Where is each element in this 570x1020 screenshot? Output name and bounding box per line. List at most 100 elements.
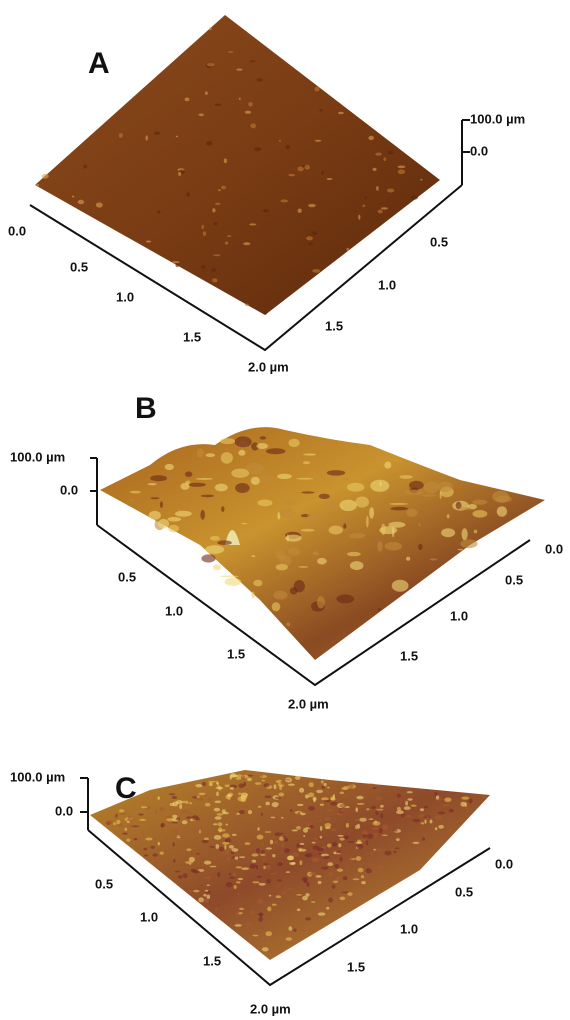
texture-spot (208, 797, 212, 800)
texture-spot (266, 448, 286, 454)
texture-spot (313, 838, 319, 840)
texture-spot (435, 816, 443, 820)
texture-spot (252, 592, 255, 599)
texture-spot (175, 871, 181, 873)
texture-spot (176, 818, 180, 821)
texture-spot (348, 841, 355, 843)
texture-spot (342, 892, 349, 894)
texture-spot (158, 842, 160, 846)
texture-spot (274, 840, 278, 845)
texture-spot (303, 835, 305, 837)
texture-spot (373, 787, 377, 789)
texture-spot (215, 908, 217, 911)
texture-spot (281, 844, 284, 848)
texture-spot (176, 136, 178, 138)
texture-spot (313, 798, 315, 803)
texture-spot (325, 823, 332, 828)
x-tick-label: 1.0 (165, 603, 183, 618)
texture-spot (406, 557, 410, 561)
texture-spot (297, 909, 301, 912)
texture-spot (328, 898, 333, 903)
texture-spot (266, 847, 272, 849)
texture-spot (191, 869, 197, 872)
texture-spot (359, 818, 366, 822)
texture-spot (225, 578, 242, 586)
texture-spot (164, 837, 170, 839)
texture-spot (282, 916, 289, 919)
texture-spot (396, 838, 400, 841)
texture-spot (406, 509, 417, 518)
texture-spot (197, 826, 202, 830)
texture-spot (310, 872, 317, 876)
texture-spot (189, 890, 194, 892)
texture-spot (286, 622, 290, 626)
texture-spot (190, 812, 193, 815)
texture-spot (159, 807, 164, 812)
texture-spot (261, 850, 265, 853)
texture-spot (301, 529, 315, 532)
panel-label: A (88, 47, 110, 80)
texture-spot (196, 853, 200, 855)
texture-spot (420, 179, 422, 181)
texture-spot (175, 511, 192, 517)
texture-spot (355, 842, 362, 844)
texture-spot (243, 242, 250, 245)
texture-spot (119, 809, 124, 812)
texture-spot (355, 497, 369, 508)
texture-spot (170, 803, 175, 806)
texture-spot (203, 894, 206, 897)
y-tick-label: 1.5 (400, 648, 418, 663)
texture-spot (378, 210, 383, 214)
texture-spot (229, 876, 236, 879)
texture-spot (220, 438, 235, 444)
texture-spot (213, 564, 221, 570)
texture-spot (258, 913, 264, 916)
texture-spot (257, 827, 259, 831)
texture-spot (241, 775, 245, 779)
texture-spot (238, 878, 244, 880)
texture-spot (272, 802, 279, 807)
texture-spot (312, 857, 320, 862)
texture-spot (217, 813, 223, 816)
x-tick-label: 1.0 (116, 289, 134, 304)
texture-spot (460, 539, 477, 548)
texture-spot (378, 608, 381, 611)
texture-spot (270, 840, 273, 845)
texture-spot (306, 882, 309, 887)
texture-spot (205, 803, 211, 807)
texture-spot (185, 861, 193, 864)
z-tick-label: 100.0 µm (10, 449, 65, 464)
texture-spot (382, 835, 388, 837)
z-tick-label: 0.0 (60, 482, 78, 497)
texture-spot (339, 838, 344, 841)
texture-spot (189, 483, 206, 487)
texture-spot (320, 804, 324, 806)
texture-spot (347, 483, 365, 492)
texture-spot (235, 483, 250, 493)
texture-spot (307, 513, 320, 522)
texture-spot (200, 510, 205, 520)
texture-spot (225, 785, 231, 788)
texture-spot (207, 63, 215, 66)
texture-spot (379, 828, 383, 833)
texture-spot (180, 483, 189, 490)
texture-spot (222, 842, 230, 845)
texture-spot (320, 826, 322, 831)
texture-spot (213, 254, 220, 256)
texture-spot (458, 549, 464, 551)
x-tick-label: 2.0 µm (250, 1001, 291, 1016)
texture-spot (292, 852, 299, 856)
texture-spot (296, 894, 302, 896)
texture-spot (338, 843, 341, 847)
texture-spot (78, 200, 85, 204)
texture-spot (280, 199, 288, 202)
texture-spot (154, 132, 160, 135)
texture-spot (213, 222, 217, 225)
texture-spot (202, 840, 209, 843)
texture-spot (209, 27, 212, 30)
texture-spot (146, 240, 151, 242)
texture-spot (145, 838, 153, 841)
texture-spot (226, 554, 237, 556)
texture-spot (461, 802, 467, 807)
texture-spot (399, 475, 412, 479)
